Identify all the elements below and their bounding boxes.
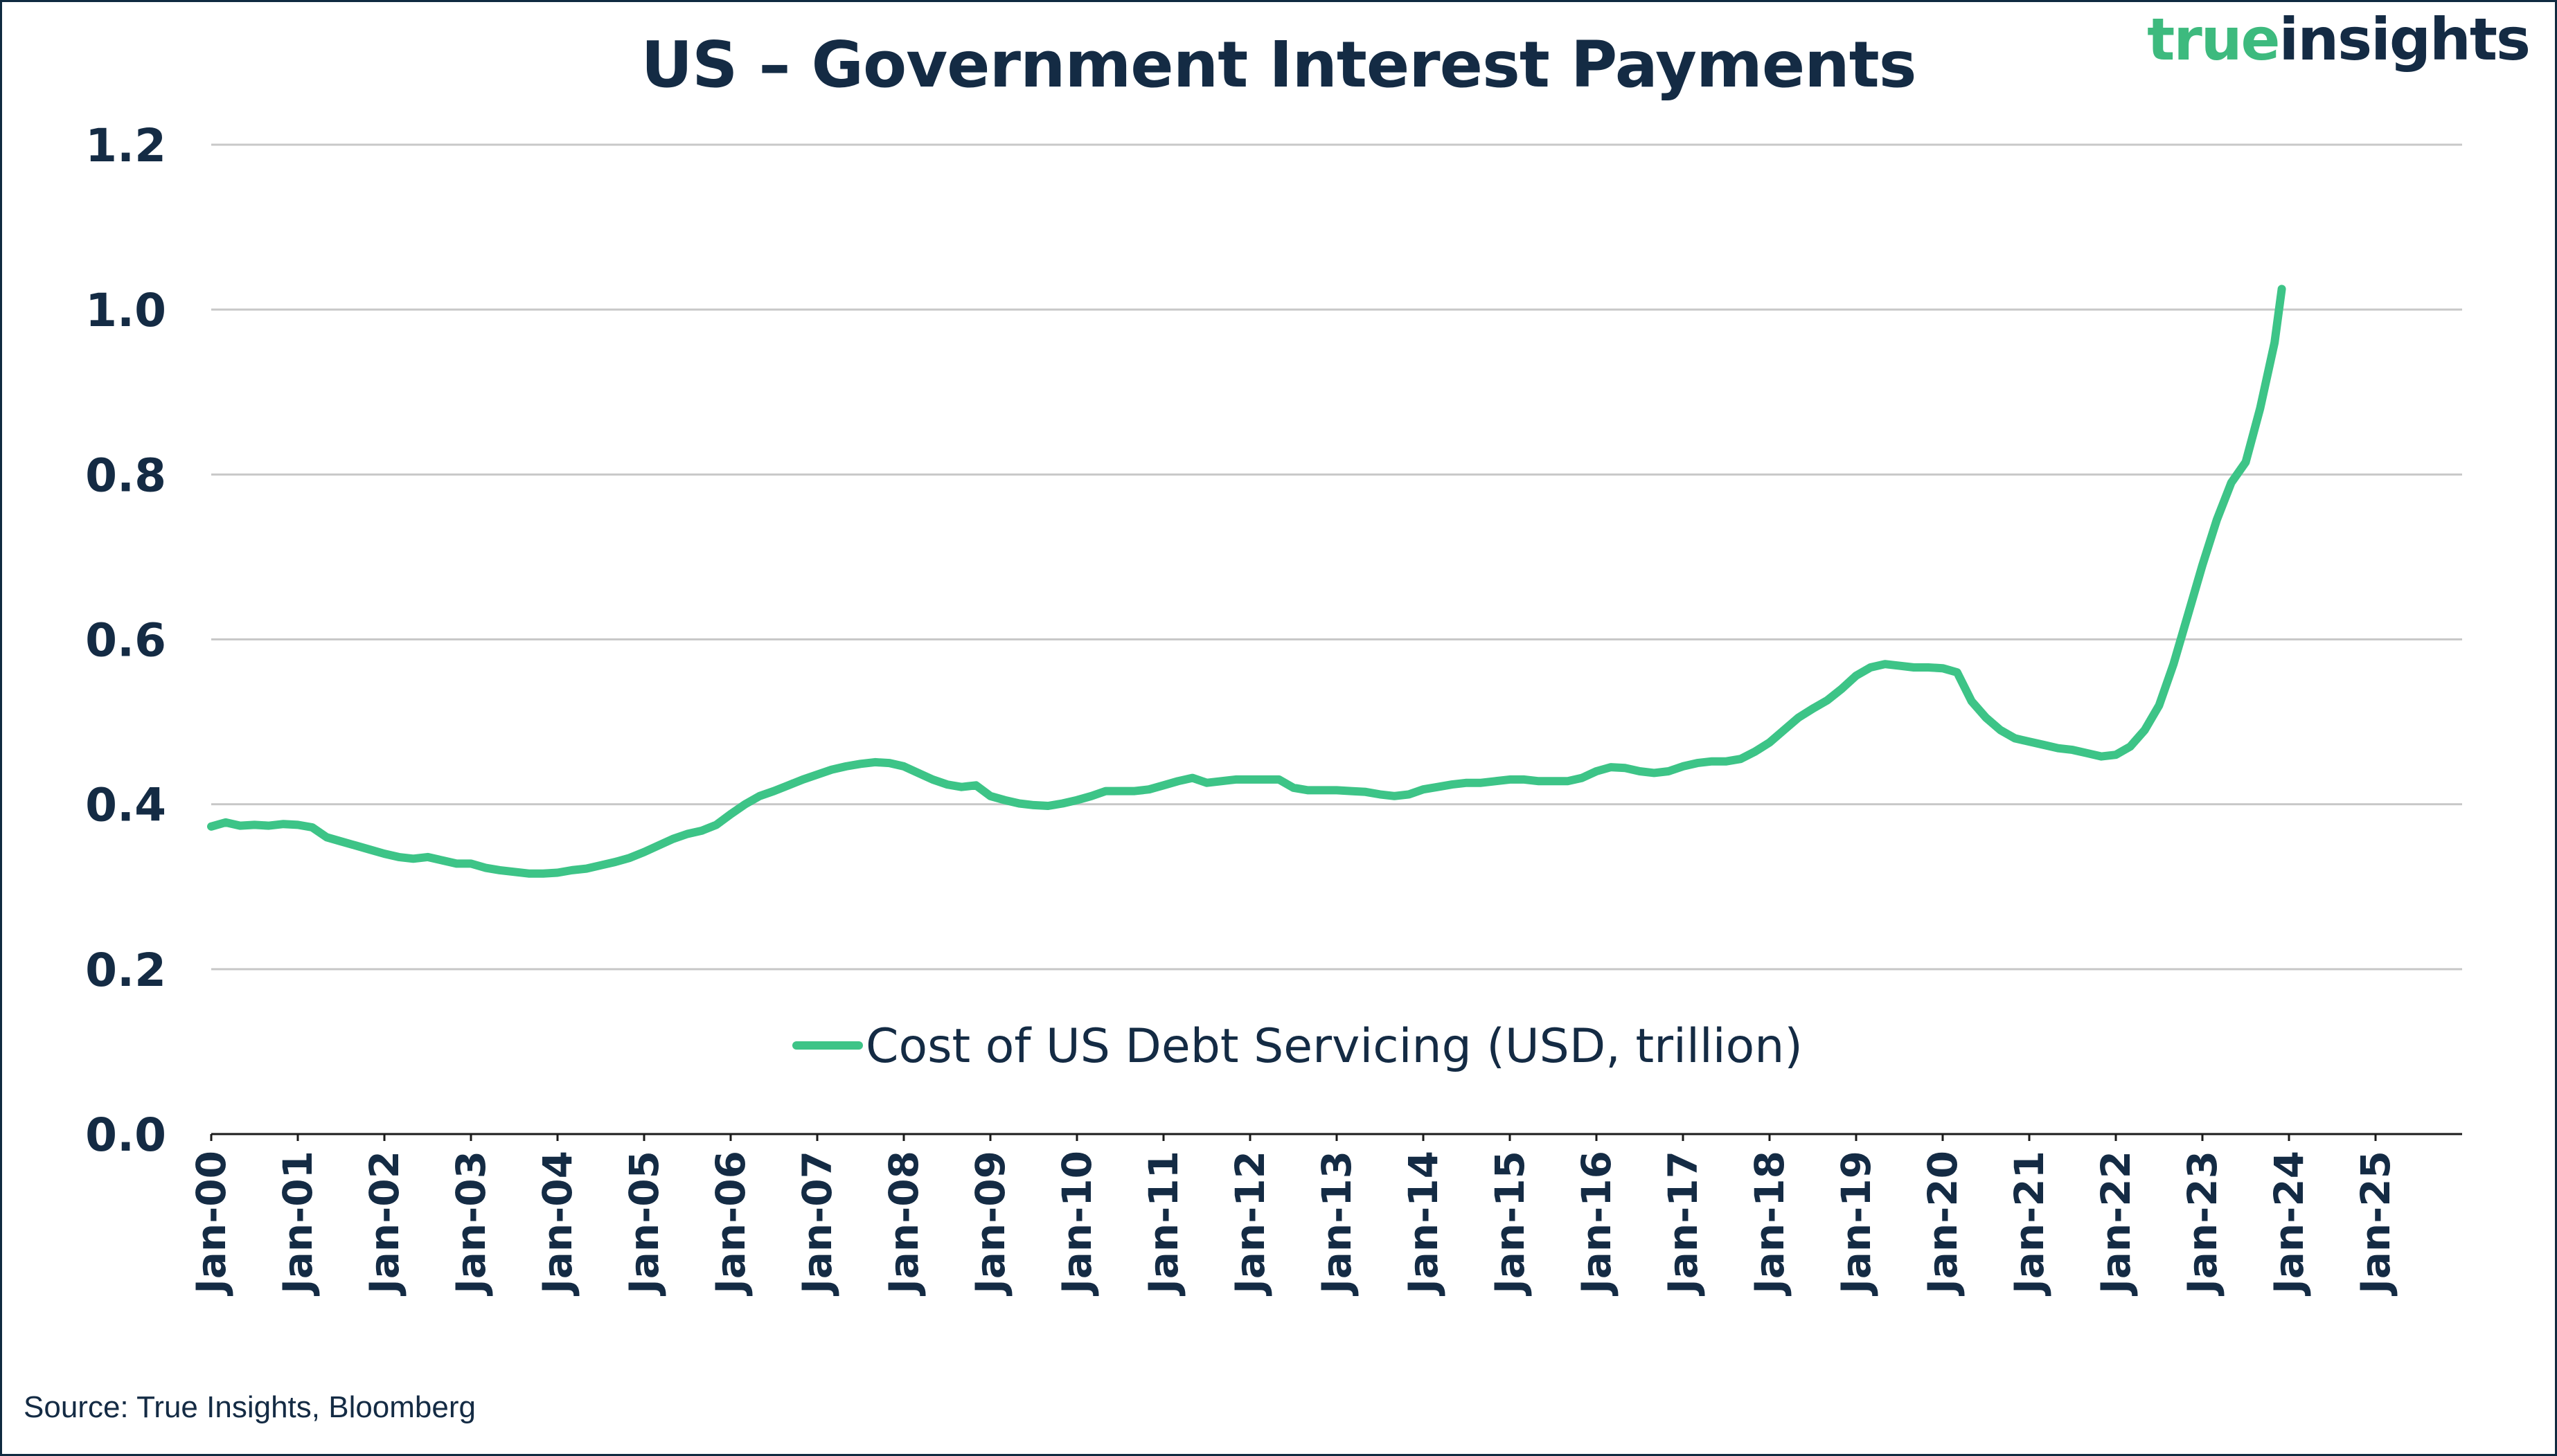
y-tick-label: 0.4 bbox=[85, 779, 166, 832]
x-tick-label: Jan-04 bbox=[534, 1151, 581, 1297]
brand-logo: trueinsights bbox=[2147, 6, 2531, 73]
x-tick-label: Jan-07 bbox=[794, 1151, 841, 1297]
x-tick-label: Jan-16 bbox=[1573, 1151, 1620, 1297]
legend-label: Cost of US Debt Servicing (USD, trillion… bbox=[866, 1019, 1803, 1074]
x-tick-label: Jan-14 bbox=[1400, 1151, 1447, 1297]
x-tick-label: Jan-17 bbox=[1659, 1151, 1707, 1297]
x-tick-label: Jan-21 bbox=[2006, 1151, 2053, 1297]
x-tick-label: Jan-06 bbox=[707, 1151, 754, 1297]
y-tick-label: 1.2 bbox=[85, 119, 166, 172]
x-tick-label: Jan-22 bbox=[2092, 1151, 2139, 1297]
chart-title: US – Government Interest Payments bbox=[641, 28, 1916, 102]
source-note: Source: True Insights, Bloomberg bbox=[24, 1390, 476, 1424]
grid-lines bbox=[211, 143, 2462, 971]
x-tick-label: Jan-25 bbox=[2352, 1151, 2399, 1297]
x-tick-label: Jan-10 bbox=[1053, 1151, 1101, 1297]
legend: Cost of US Debt Servicing (USD, trillion… bbox=[792, 1019, 1803, 1074]
x-tick-label: Jan-20 bbox=[1919, 1151, 1966, 1297]
x-tick-label: Jan-19 bbox=[1833, 1151, 1880, 1297]
y-tick-label: 0.0 bbox=[85, 1108, 166, 1162]
y-tick-label: 1.0 bbox=[85, 284, 166, 337]
y-tick-label: 0.8 bbox=[85, 449, 166, 502]
x-axis-ticks: Jan-00 Jan-01 Jan-02 Jan-03 Jan-04 Jan-05 Jan-… bbox=[188, 1134, 2399, 1297]
x-tick-label: Jan-13 bbox=[1313, 1151, 1360, 1297]
x-tick-label: Jan-12 bbox=[1227, 1151, 1274, 1297]
series-line-debt-servicing bbox=[207, 285, 2286, 878]
x-tick-label: Jan-00 bbox=[188, 1151, 235, 1297]
x-tick-label: Jan-05 bbox=[621, 1151, 668, 1297]
y-tick-label: 0.6 bbox=[85, 614, 166, 667]
x-tick-label: Jan-09 bbox=[967, 1151, 1014, 1297]
logo-text-insights: insights bbox=[2279, 6, 2531, 73]
y-axis-ticks: 0.0 0.2 0.4 0.6 0.8 1.0 1.2 bbox=[85, 119, 166, 1162]
x-tick-label: Jan-02 bbox=[361, 1151, 408, 1297]
x-tick-label: Jan-01 bbox=[274, 1151, 321, 1297]
logo-text-true: true bbox=[2147, 6, 2280, 73]
x-tick-label: Jan-15 bbox=[1486, 1151, 1533, 1297]
x-tick-label: Jan-24 bbox=[2265, 1151, 2313, 1297]
x-tick-label: Jan-11 bbox=[1140, 1151, 1187, 1297]
x-tick-label: Jan-18 bbox=[1746, 1151, 1793, 1297]
x-tick-label: Jan-03 bbox=[447, 1151, 495, 1297]
x-tick-label: Jan-08 bbox=[880, 1151, 927, 1297]
y-tick-label: 0.2 bbox=[85, 944, 166, 997]
x-tick-label: Jan-23 bbox=[2179, 1151, 2226, 1297]
